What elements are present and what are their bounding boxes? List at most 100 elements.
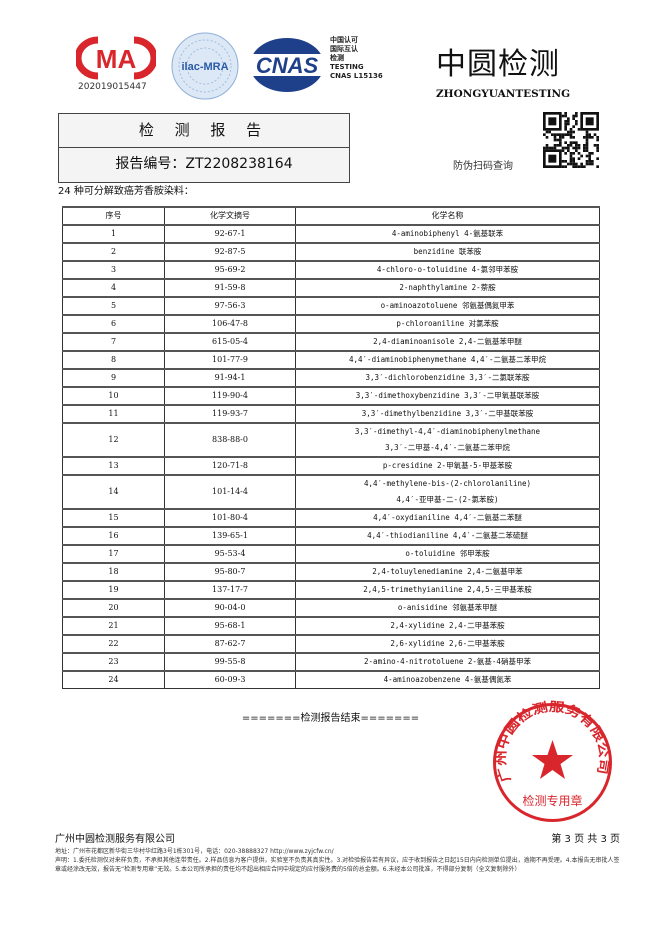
row-cas-number: 95-68-1 xyxy=(164,616,296,636)
row-cas-number: 95-69-2 xyxy=(164,260,296,280)
row-chemical-name: 4,4′-oxydianiline 4,4′-二氨基二苯醚 xyxy=(295,508,600,528)
table-row: 10 119-90-4 3,3′-dimethoxybenzidine 3,3′-二… xyxy=(62,386,600,406)
report-number: 报告编号：ZT2208238164 xyxy=(115,156,293,172)
row-cas-number: 615-05-4 xyxy=(164,332,296,352)
table-row: 22 87-62-7 2,6-xylidine 2,6-二甲基苯胺 xyxy=(62,634,600,654)
table-header-row: 序号 化学文摘号 化学名称 xyxy=(62,206,600,226)
row-index: 23 xyxy=(62,652,165,672)
brand-block: 中圆检测 ZHONGYUANTESTING xyxy=(436,46,616,101)
row-chemical-name: 4,4′-thiodianiline 4,4′-二氨基二苯硫醚 xyxy=(295,526,600,546)
cnas-line: 检测 xyxy=(330,54,344,62)
row-cas-number: 95-80-7 xyxy=(164,562,296,582)
row-index: 21 xyxy=(62,616,165,636)
row-chemical-name: 4-chloro-o-toluidine 4-氯邻甲苯胺 xyxy=(295,260,600,280)
row-cas-number: 97-56-3 xyxy=(164,296,296,316)
row-index: 22 xyxy=(62,634,165,654)
row-cas-number: 91-94-1 xyxy=(164,368,296,388)
row-cas-number: 119-93-7 xyxy=(164,404,296,424)
cnas-line: CNAS L15136 xyxy=(330,72,383,80)
table-row: 2 92-87-5 benzidine 联苯胺 xyxy=(62,242,600,262)
row-index: 16 xyxy=(62,526,165,546)
chemical-name-line: 4,4′-methylene-bis-(2-chlorolaniline) xyxy=(363,479,532,488)
row-chemical-name: o-aminoazotoluene 邻氨基偶氮甲苯 xyxy=(295,296,600,316)
row-chemical-name: 3,3′-dimethyl-4,4′-diaminobiphenylmethan… xyxy=(295,422,600,458)
row-cas-number: 139-65-1 xyxy=(164,526,296,546)
row-cas-number: 101-14-4 xyxy=(164,474,296,510)
table-row: 8 101-77-9 4,4′-diaminobiphenymethane 4,4′… xyxy=(62,350,600,370)
footer-disclaimer: 声明：1.委托检测仅对来样负责，不承担其他连带责任。2.样品信息为客户提供，实验… xyxy=(55,857,620,873)
row-chemical-name: 3,3′-dichlorobenzidine 3,3′-二氯联苯胺 xyxy=(295,368,600,388)
footer-company: 广州中圆检测服务有限公司 xyxy=(55,834,175,845)
svg-text:ilac-MRA: ilac-MRA xyxy=(181,61,228,73)
row-index: 7 xyxy=(62,332,165,352)
row-chemical-name: p-chloroaniline 对氯苯胺 xyxy=(295,314,600,334)
table-row: 16 139-65-1 4,4′-thiodianiline 4,4′-二氨基二苯硫… xyxy=(62,526,600,546)
report-title: 检 测 报 告 xyxy=(59,114,349,148)
row-cas-number: 92-87-5 xyxy=(164,242,296,262)
table-row: 14 101-14-4 4,4′-methylene-bis-(2-chlorola… xyxy=(62,474,600,510)
ilac-mra-logo: ilac-MRA xyxy=(171,32,239,100)
row-cas-number: 95-53-4 xyxy=(164,544,296,564)
svg-text:CNAS: CNAS xyxy=(256,53,319,78)
footer: 广州中圆检测服务有限公司 第 3 页 共 3 页 地址：广州市花都区新华街三华村… xyxy=(55,832,620,874)
svg-text:检测专用章: 检测专用章 xyxy=(522,793,582,808)
section-intro: 24 种可分解致癌芳香胺染料： xyxy=(58,186,194,197)
table-row: 3 95-69-2 4-chloro-o-toluidine 4-氯邻甲苯胺 xyxy=(62,260,600,280)
brand-name-cn: 中圆检测 xyxy=(436,47,560,82)
row-cas-number: 92-67-1 xyxy=(164,224,296,244)
row-chemical-name: 2,4-toluylenediamine 2,4-二氨基甲苯 xyxy=(295,562,600,582)
row-index: 19 xyxy=(62,580,165,600)
row-index: 10 xyxy=(62,386,165,406)
row-cas-number: 838-88-0 xyxy=(164,422,296,458)
report-header-box: 检 测 报 告 报告编号：ZT2208238164 xyxy=(58,113,350,183)
footer-address: 地址：广州市花都区新华街三华村华红路3号1栋301号，电话：020-388883… xyxy=(55,848,334,855)
row-chemical-name: 2-amino-4-nitrotoluene 2-氨基-4硝基甲苯 xyxy=(295,652,600,672)
row-index: 24 xyxy=(62,670,165,689)
star-icon xyxy=(532,740,573,779)
row-index: 11 xyxy=(62,404,165,424)
brand-name-en: ZHONGYUANTESTING xyxy=(436,88,571,100)
cnas-line: 国际互认 xyxy=(330,45,358,53)
qr-code-icon[interactable] xyxy=(543,112,599,168)
table-row: 17 95-53-4 o-toluidine 邻甲苯胺 xyxy=(62,544,600,564)
row-chemical-name: benzidine 联苯胺 xyxy=(295,242,600,262)
table-row: 6 106-47-8 p-chloroaniline 对氯苯胺 xyxy=(62,314,600,334)
row-cas-number: 106-47-8 xyxy=(164,314,296,334)
row-index: 20 xyxy=(62,598,165,618)
row-chemical-name: 4,4′-methylene-bis-(2-chlorolaniline) 4,4… xyxy=(295,474,600,510)
row-chemical-name: o-toluidine 邻甲苯胺 xyxy=(295,544,600,564)
row-index: 15 xyxy=(62,508,165,528)
table-row: 12 838-88-0 3,3′-dimethyl-4,4′-diaminobiph… xyxy=(62,422,600,458)
row-chemical-name: 4-aminoazobenzene 4-氨基偶氮苯 xyxy=(295,670,600,689)
table-row: 4 91-59-8 2-naphthylamine 2-萘胺 xyxy=(62,278,600,298)
row-cas-number: 87-62-7 xyxy=(164,634,296,654)
row-chemical-name: 2,6-xylidine 2,6-二甲基苯胺 xyxy=(295,634,600,654)
row-cas-number: 120-71-8 xyxy=(164,456,296,476)
cnas-line: 中国认可 xyxy=(330,36,358,44)
report-end: =======检测报告结束======= xyxy=(241,713,420,724)
row-chemical-name: 2,4-diaminoanisole 2,4-二氨基苯甲醚 xyxy=(295,332,600,352)
footer-top: 广州中圆检测服务有限公司 第 3 页 共 3 页 xyxy=(55,832,620,847)
row-index: 6 xyxy=(62,314,165,334)
table-row: 19 137-17-7 2,4,5-trimethyianiline 2,4,5-三… xyxy=(62,580,600,600)
row-cas-number: 99-55-8 xyxy=(164,652,296,672)
row-cas-number: 60-09-3 xyxy=(164,670,296,689)
row-cas-number: 119-90-4 xyxy=(164,386,296,406)
row-chemical-name: 4,4′-diaminobiphenymethane 4,4′-二氨基二苯甲烷 xyxy=(295,350,600,370)
chemical-name-line: 4,4′-亚甲基-二-(2-氯苯胺) xyxy=(396,495,499,504)
row-cas-number: 101-77-9 xyxy=(164,350,296,370)
row-index: 1 xyxy=(62,224,165,244)
table-row: 18 95-80-7 2,4-toluylenediamine 2,4-二氨基甲苯 xyxy=(62,562,600,582)
row-chemical-name: 4-aminobiphenyl 4-氨基联苯 xyxy=(295,224,600,244)
row-chemical-name: 3,3′-dimethylbenzidine 3,3′-二甲基联苯胺 xyxy=(295,404,600,424)
row-chemical-name: 2,4-xylidine 2,4-二甲基苯胺 xyxy=(295,616,600,636)
row-index: 8 xyxy=(62,350,165,370)
table-row: 13 120-71-8 p-cresidine 2-甲氧基-5-甲基苯胺 xyxy=(62,456,600,476)
row-cas-number: 91-59-8 xyxy=(164,278,296,298)
table-row: 1 92-67-1 4-aminobiphenyl 4-氨基联苯 xyxy=(62,224,600,244)
cma-logo: MA xyxy=(76,36,156,80)
table-row: 9 91-94-1 3,3′-dichlorobenzidine 3,3′-二氯联苯… xyxy=(62,368,600,388)
row-index: 5 xyxy=(62,296,165,316)
cnas-line: TESTING xyxy=(330,63,364,71)
